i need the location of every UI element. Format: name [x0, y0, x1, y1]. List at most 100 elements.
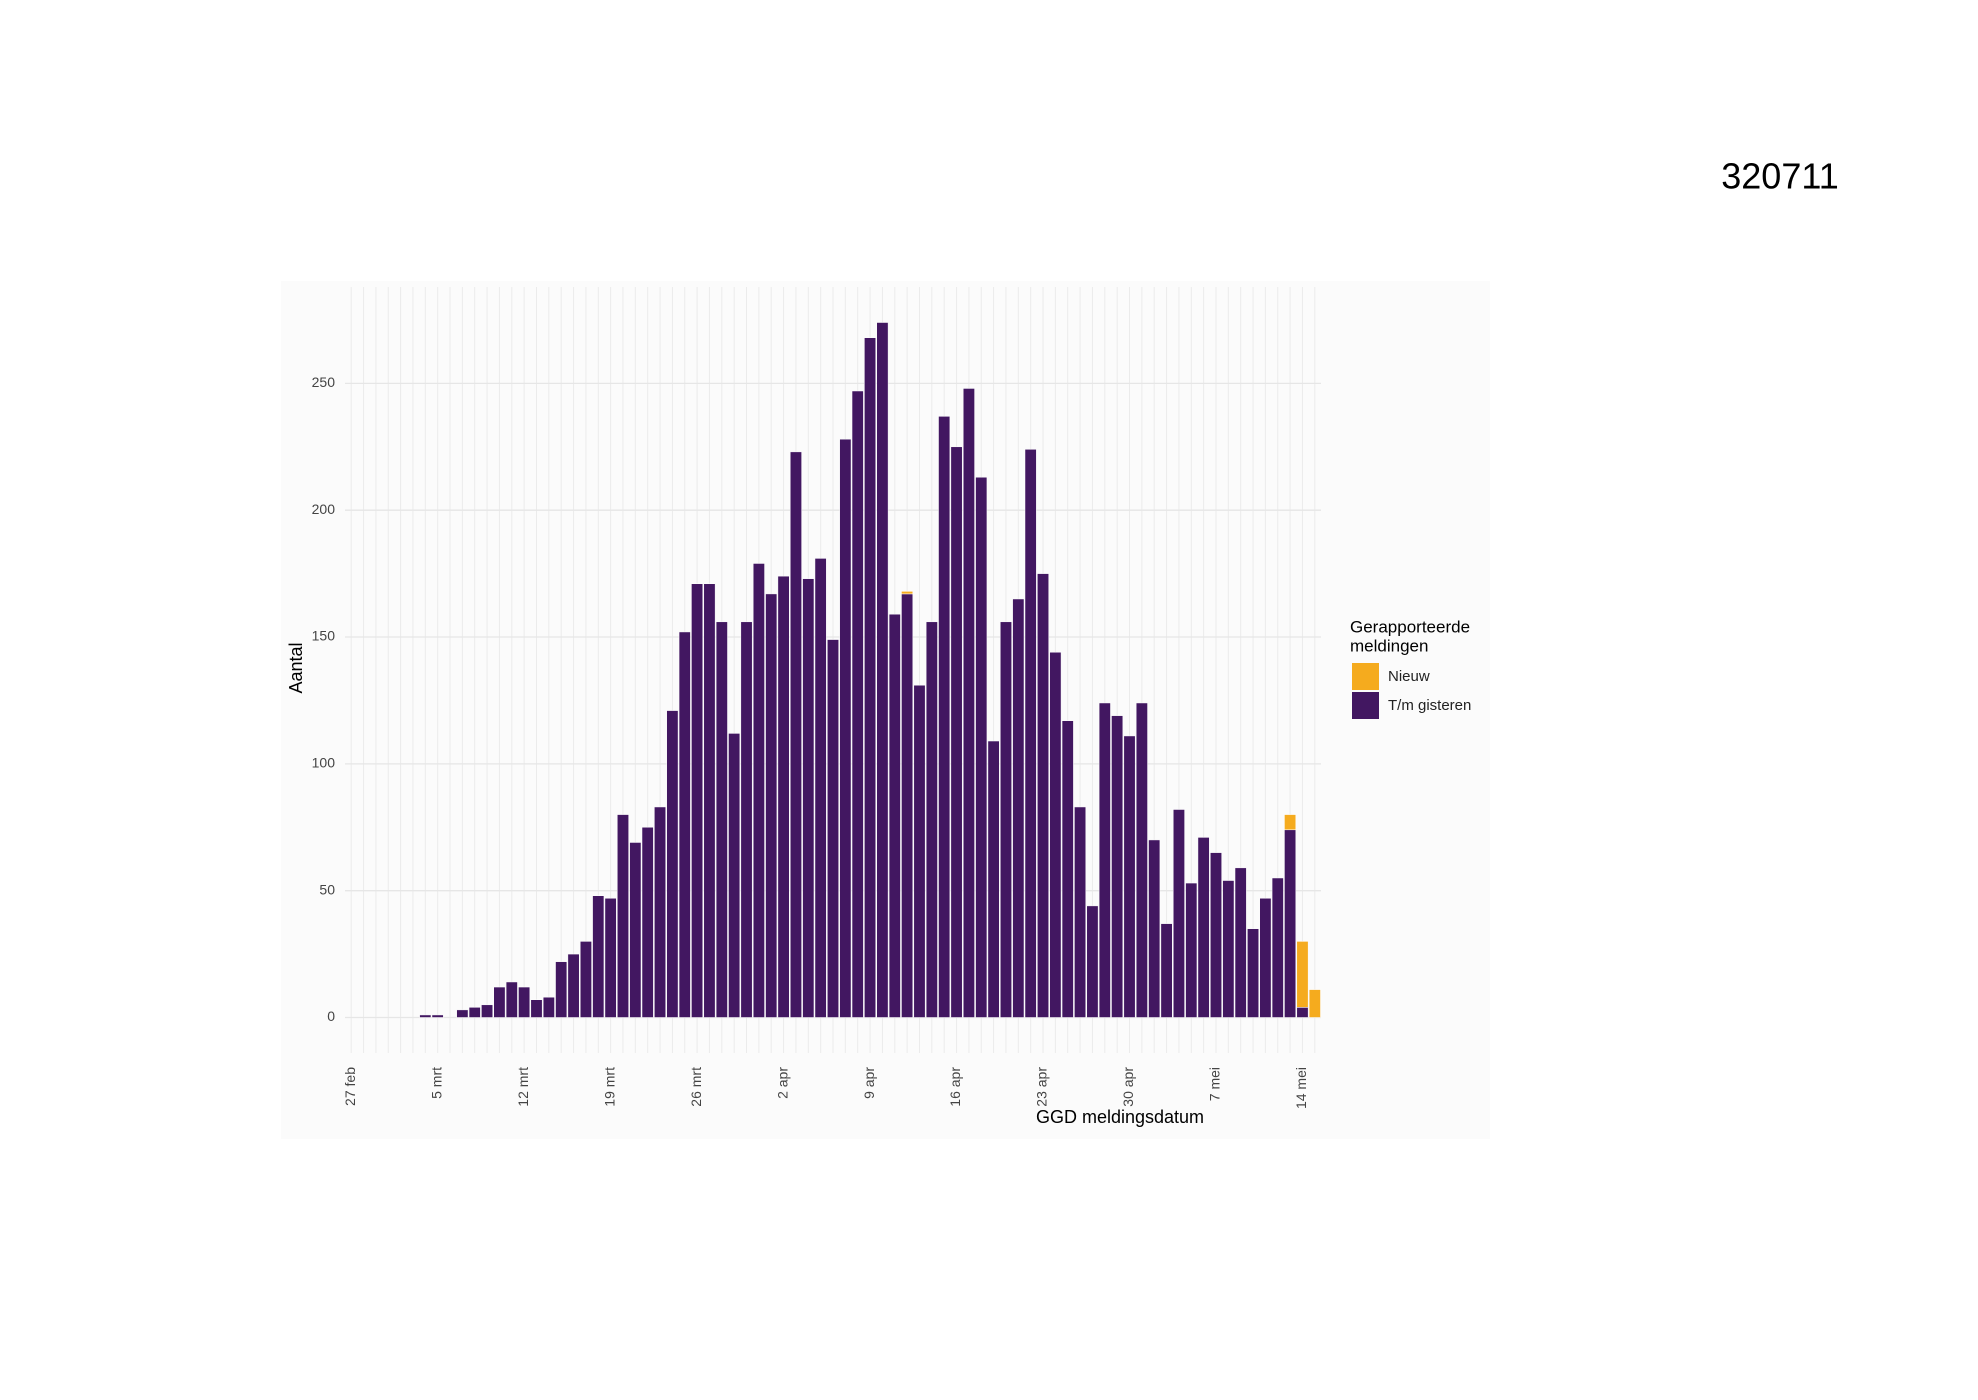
- bar: [530, 999, 543, 1018]
- y-tick-label: 200: [312, 501, 336, 517]
- bar: [1308, 989, 1321, 1018]
- bar: [938, 416, 951, 1018]
- y-tick-label: 150: [312, 628, 336, 644]
- y-tick-label: 0: [327, 1008, 335, 1024]
- bar: [827, 639, 839, 1018]
- bar: [975, 476, 988, 1018]
- bar: [925, 621, 938, 1018]
- x-tick-label: 27 feb: [342, 1067, 358, 1106]
- bar: [1284, 829, 1297, 1018]
- bar: [1259, 898, 1272, 1018]
- bar: [617, 814, 629, 1018]
- x-tick-label: 14 mei: [1293, 1067, 1309, 1109]
- bar: [777, 575, 790, 1018]
- bar: [1296, 941, 1309, 1008]
- bar: [579, 941, 592, 1018]
- bar: [987, 740, 1000, 1018]
- bar: [654, 806, 666, 1018]
- legend-key: [1352, 692, 1379, 719]
- x-tick-label: 12 mrt: [515, 1067, 531, 1107]
- bar: [1061, 720, 1074, 1018]
- bar: [1024, 449, 1037, 1018]
- bar: [1271, 877, 1284, 1018]
- bar: [419, 1014, 432, 1018]
- bar: [1160, 923, 1173, 1018]
- x-tick-label: 9 apr: [861, 1067, 877, 1099]
- bar: [962, 388, 975, 1018]
- bar: [567, 953, 580, 1018]
- bar: [468, 1007, 481, 1018]
- bar: [1123, 735, 1136, 1018]
- bar: [604, 898, 617, 1018]
- x-tick-label: 30 apr: [1120, 1067, 1136, 1107]
- bar: [1234, 867, 1247, 1018]
- bar: [1074, 806, 1087, 1018]
- bar: [802, 578, 815, 1018]
- bar: [913, 684, 926, 1018]
- legend-title: Gerapporteerde: [1350, 617, 1470, 636]
- bar: [1000, 621, 1012, 1018]
- bar: [641, 827, 654, 1018]
- y-tick-label: 250: [312, 374, 336, 390]
- bar: [1222, 880, 1235, 1018]
- bar: [691, 583, 704, 1018]
- bar: [456, 1009, 469, 1018]
- x-tick-label: 23 apr: [1034, 1067, 1050, 1107]
- bar: [592, 895, 605, 1018]
- x-axis-title: GGD meldingsdatum: [1036, 1107, 1204, 1127]
- x-tick-label: 26 mrt: [688, 1067, 704, 1107]
- bar: [864, 337, 876, 1018]
- bar: [950, 446, 963, 1018]
- y-tick-label: 50: [319, 881, 335, 897]
- bar: [1135, 702, 1148, 1018]
- bar: [876, 322, 889, 1018]
- x-tick-label: 5 mrt: [428, 1067, 444, 1099]
- bar: [1148, 839, 1161, 1018]
- bar: [1111, 715, 1124, 1018]
- x-tick-label: 16 apr: [947, 1067, 963, 1107]
- bar: [1197, 837, 1210, 1018]
- legend-key: [1352, 663, 1379, 690]
- bar: [666, 710, 679, 1018]
- bar: [505, 981, 518, 1018]
- bar: [1012, 598, 1025, 1018]
- bar: [1284, 814, 1297, 831]
- bar: [1185, 882, 1198, 1018]
- page-stamp: 320711: [1721, 156, 1838, 197]
- bar: [901, 591, 914, 595]
- bar: [1296, 1007, 1309, 1018]
- x-tick-label: 7 mei: [1207, 1067, 1223, 1101]
- y-axis-title: Aantal: [286, 642, 306, 693]
- bar: [1098, 702, 1111, 1018]
- bar: [431, 1014, 444, 1018]
- bar: [1247, 928, 1259, 1018]
- bar: [715, 621, 728, 1018]
- bar: [703, 583, 716, 1018]
- bar: [1210, 852, 1222, 1018]
- bar: [493, 986, 506, 1018]
- bar: [678, 631, 691, 1018]
- bar: [839, 438, 852, 1018]
- bar: [790, 451, 802, 1018]
- bar: [1049, 651, 1062, 1018]
- bar: [1086, 905, 1099, 1018]
- bar: [888, 613, 901, 1018]
- bar: [728, 733, 741, 1018]
- x-tick-label: 19 mrt: [601, 1067, 617, 1107]
- bar: [555, 961, 568, 1018]
- bar: [1172, 809, 1185, 1018]
- bar: [851, 390, 864, 1018]
- bar: [752, 563, 765, 1018]
- bar: [740, 621, 753, 1018]
- legend-title: meldingen: [1350, 636, 1428, 655]
- bar: [901, 593, 914, 1018]
- bar: [518, 986, 531, 1018]
- bar: [1037, 573, 1049, 1018]
- bar: [481, 1004, 494, 1018]
- bar: [542, 996, 555, 1018]
- bar: [629, 842, 642, 1018]
- legend-label: T/m gisteren: [1388, 697, 1471, 714]
- bar: [765, 593, 778, 1018]
- y-tick-label: 100: [312, 755, 336, 771]
